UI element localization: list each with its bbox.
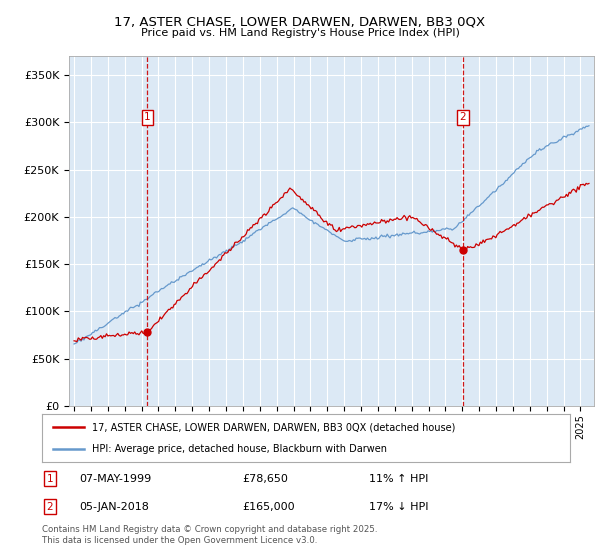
Text: £78,650: £78,650 xyxy=(242,474,289,484)
Text: Price paid vs. HM Land Registry's House Price Index (HPI): Price paid vs. HM Land Registry's House … xyxy=(140,28,460,38)
Text: £165,000: £165,000 xyxy=(242,502,295,512)
Text: 11% ↑ HPI: 11% ↑ HPI xyxy=(370,474,429,484)
Text: 1: 1 xyxy=(144,113,151,123)
Text: 17, ASTER CHASE, LOWER DARWEN, DARWEN, BB3 0QX: 17, ASTER CHASE, LOWER DARWEN, DARWEN, B… xyxy=(115,16,485,29)
Text: 07-MAY-1999: 07-MAY-1999 xyxy=(79,474,151,484)
Text: 1: 1 xyxy=(47,474,53,484)
Text: 17% ↓ HPI: 17% ↓ HPI xyxy=(370,502,429,512)
Text: 2: 2 xyxy=(47,502,53,512)
Text: 2: 2 xyxy=(460,113,466,123)
Text: Contains HM Land Registry data © Crown copyright and database right 2025.
This d: Contains HM Land Registry data © Crown c… xyxy=(42,525,377,545)
Text: 05-JAN-2018: 05-JAN-2018 xyxy=(79,502,149,512)
Text: HPI: Average price, detached house, Blackburn with Darwen: HPI: Average price, detached house, Blac… xyxy=(92,444,387,454)
Text: 17, ASTER CHASE, LOWER DARWEN, DARWEN, BB3 0QX (detached house): 17, ASTER CHASE, LOWER DARWEN, DARWEN, B… xyxy=(92,422,455,432)
